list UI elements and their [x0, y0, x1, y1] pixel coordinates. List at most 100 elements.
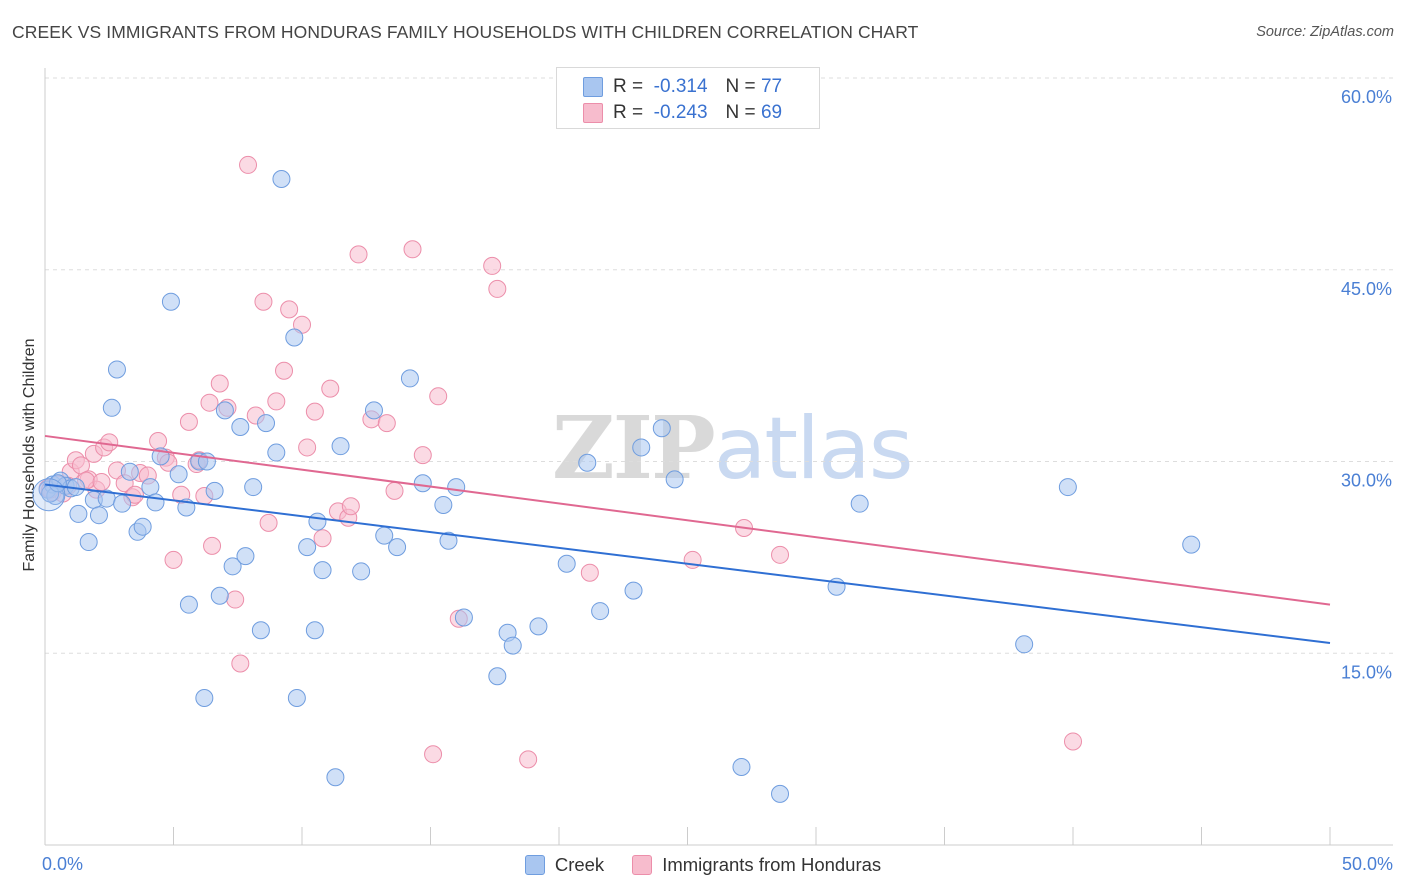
creek-point [32, 478, 66, 512]
creek-point [439, 531, 458, 550]
honduras-point [771, 545, 790, 564]
honduras-point [203, 536, 222, 555]
honduras-point [413, 446, 432, 465]
creek-point [305, 621, 324, 640]
r-label: R = [613, 102, 644, 123]
legend-label-creek: Creek [554, 854, 605, 875]
n-value: 77 [760, 76, 783, 97]
honduras-point [298, 438, 317, 457]
creek-point [120, 462, 139, 481]
creek-point [652, 419, 671, 438]
creek-point [169, 465, 188, 484]
honduras-point [100, 433, 119, 452]
y-tick-label: 45.0% [1341, 279, 1392, 299]
legend-item-honduras[interactable]: Immigrants from Honduras [632, 854, 881, 876]
creek-point [503, 636, 522, 655]
honduras-point [280, 300, 299, 319]
creek-point [298, 538, 317, 557]
creek-point [244, 478, 263, 497]
creek-point [364, 401, 383, 420]
x-tick-label: 0.0% [42, 854, 83, 874]
creek-point [272, 169, 291, 188]
creek-point [179, 595, 198, 614]
y-tick-label: 60.0% [1341, 87, 1392, 107]
axes [44, 68, 1393, 846]
creek-point [413, 474, 432, 493]
creek-point [850, 494, 869, 513]
honduras-point [226, 590, 245, 609]
creek-point [236, 547, 255, 566]
honduras-point [313, 529, 332, 548]
honduras-point [259, 513, 278, 532]
x-tick-labels: 0.0% 50.0% [42, 854, 1393, 874]
honduras-point [483, 256, 502, 275]
chart-title: CREEK VS IMMIGRANTS FROM HONDURAS FAMILY… [12, 22, 919, 42]
creek-point [141, 478, 160, 497]
creek-point [287, 688, 306, 707]
creek-swatch [524, 855, 545, 875]
legend-row-honduras: R = -0.243 N = 69 [583, 101, 782, 125]
creek-point [102, 398, 121, 417]
honduras-point [210, 374, 229, 393]
creek-point [215, 401, 234, 420]
legend-item-creek[interactable]: Creek [524, 854, 605, 876]
creek-swatch [583, 77, 603, 97]
creek-point [223, 557, 242, 576]
creek-point [454, 608, 473, 627]
honduras-point [424, 745, 443, 764]
legend-label-honduras: Immigrants from Honduras [662, 854, 882, 875]
honduras-point [231, 654, 250, 673]
honduras-swatch [632, 855, 653, 875]
creek-point [326, 768, 345, 787]
creek-point [331, 437, 350, 456]
honduras-point [164, 550, 183, 569]
creek-point [107, 360, 126, 379]
n-label: N = [725, 102, 756, 123]
honduras-point [200, 393, 219, 412]
creek-point [665, 470, 684, 489]
creek-points [32, 169, 1201, 803]
creek-point [591, 602, 610, 621]
r-value: -0.314 [653, 76, 708, 97]
honduras-point [92, 472, 111, 491]
creek-point [771, 784, 790, 803]
creek-point [529, 617, 548, 636]
creek-point [400, 369, 419, 388]
creek-point [89, 506, 108, 525]
y-tick-label: 15.0% [1341, 662, 1392, 682]
creek-point [1015, 635, 1034, 654]
creek-point [352, 562, 371, 581]
trend-lines [44, 434, 1331, 645]
creek-point [251, 621, 270, 640]
series-legend: Creek Immigrants from Honduras [0, 852, 1406, 878]
creek-point [632, 438, 651, 457]
creek-point [488, 667, 507, 686]
n-label: N = [725, 76, 756, 97]
creek-point [732, 758, 751, 777]
creek-point [624, 581, 643, 600]
creek-point [267, 443, 286, 462]
honduras-point [519, 750, 538, 769]
creek-point [205, 481, 224, 500]
creek-point [195, 688, 214, 707]
creek-point [285, 328, 304, 347]
honduras-point [179, 412, 198, 431]
creek-point [79, 533, 98, 552]
x-tick-label: 50.0% [1342, 854, 1393, 874]
creek-point [578, 453, 597, 472]
creek-point [447, 478, 466, 497]
source-label: Source: ZipAtlas.com [1256, 24, 1394, 40]
creek-point [313, 561, 332, 580]
honduras-point [403, 240, 422, 259]
honduras-point [488, 279, 507, 298]
honduras-point [305, 402, 324, 421]
honduras-point [341, 497, 360, 516]
honduras-point [267, 392, 286, 411]
honduras-swatch [583, 103, 603, 123]
honduras-point [149, 432, 168, 451]
creek-point [257, 414, 276, 433]
creek-trend-line [44, 483, 1331, 645]
creek-point [133, 517, 152, 536]
y-tick-labels: 15.0% 30.0% 45.0% 60.0% [1341, 87, 1392, 682]
